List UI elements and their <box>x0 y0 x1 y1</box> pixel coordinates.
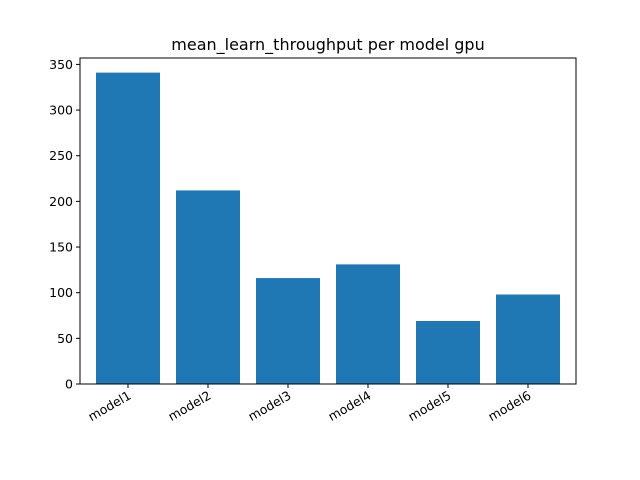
y-tick-label: 350 <box>49 57 73 72</box>
x-tick-label: model5 <box>405 388 453 424</box>
y-axis: 0 50 100 150 200 250 300 350 <box>49 57 80 392</box>
y-tick-label: 50 <box>57 331 73 346</box>
bars-group <box>96 72 560 384</box>
x-tick-label: model3 <box>245 388 293 424</box>
y-tick-label: 250 <box>49 148 73 163</box>
bar-model1 <box>96 72 160 384</box>
x-tick-label: model1 <box>85 388 133 424</box>
x-tick-label: model6 <box>485 388 533 424</box>
y-tick-label: 300 <box>49 103 73 118</box>
y-tick-label: 150 <box>49 240 73 255</box>
y-tick-label: 200 <box>49 194 73 209</box>
bar-model4 <box>336 264 400 384</box>
bar-model5 <box>416 320 480 384</box>
y-tick-label: 100 <box>49 285 73 300</box>
chart-title: mean_learn_throughput per model gpu <box>171 35 484 55</box>
x-axis: model1 model2 model3 model4 model5 model6 <box>85 384 534 424</box>
bar-model6 <box>496 294 560 384</box>
x-tick-label: model2 <box>165 388 213 424</box>
bar-model2 <box>176 190 240 384</box>
y-tick-label: 0 <box>65 377 73 392</box>
plot-frame <box>79 57 577 385</box>
x-tick-label: model4 <box>325 388 373 424</box>
bar-model3 <box>256 278 320 384</box>
